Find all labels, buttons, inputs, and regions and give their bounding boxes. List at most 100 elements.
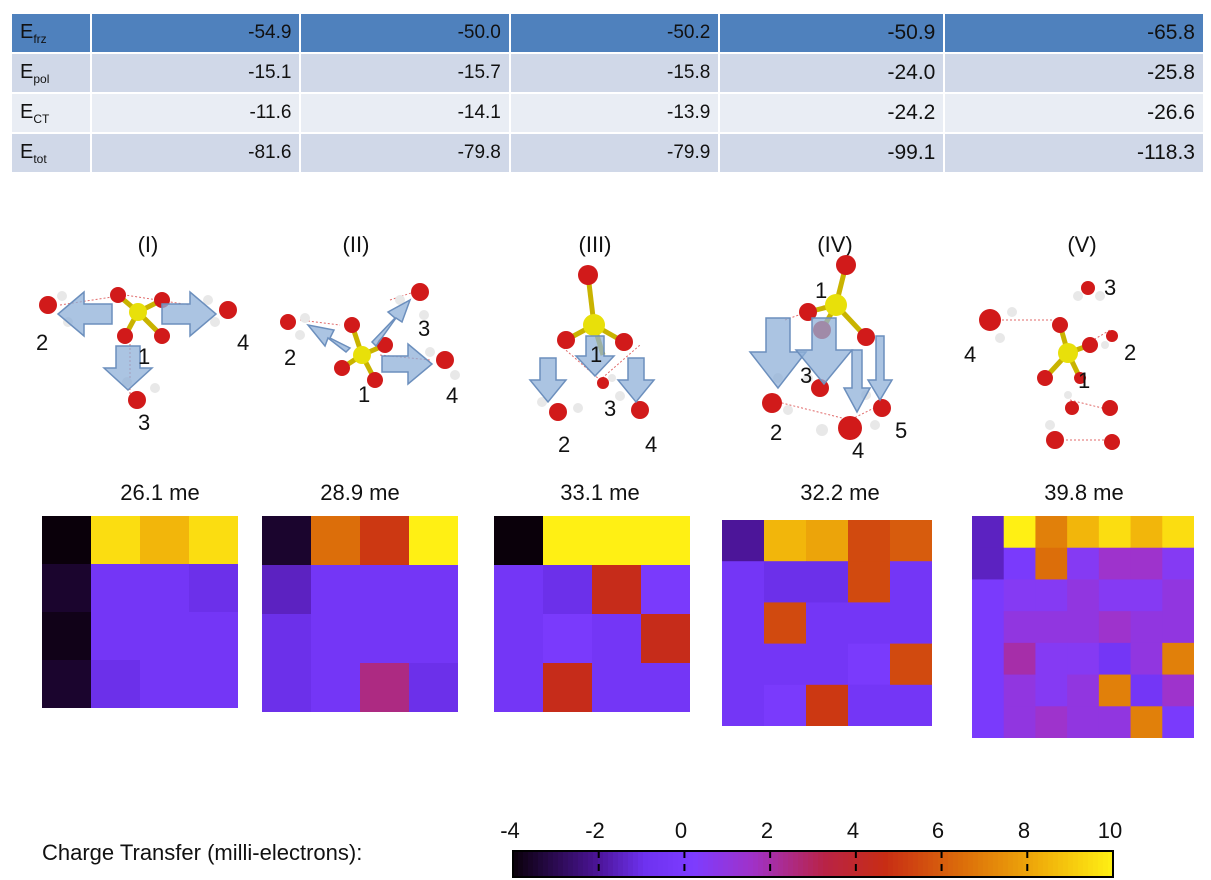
- heatmap-cell: [189, 660, 238, 708]
- heatmap-cell: [1130, 642, 1163, 676]
- atom-label: 1: [138, 344, 151, 369]
- colorbar-segment: [928, 851, 934, 877]
- table-cell: -15.1: [89, 52, 302, 94]
- heatmap-cell: [1130, 547, 1163, 580]
- row-label: Epol: [10, 52, 92, 94]
- heatmap-cell: [42, 612, 92, 661]
- colorbar-segment: [973, 851, 979, 877]
- colorbar-segment: [858, 851, 864, 877]
- colorbar-segment: [608, 851, 614, 877]
- heatmap-cell: [42, 564, 92, 613]
- colorbar-segment: [738, 851, 744, 877]
- table-cell: -24.2: [718, 92, 946, 134]
- atom-label: 1: [815, 278, 828, 303]
- colorbar-segment: [678, 851, 684, 877]
- heatmap-cell: [140, 516, 190, 565]
- heatmap-cell: [1035, 579, 1068, 612]
- table-row: Etot -81.6 -79.8 -79.9 -99.1 -118.3: [10, 132, 1205, 174]
- molecule-iii: [528, 265, 656, 421]
- colorbar-title: Charge Transfer (milli-electrons):: [42, 840, 363, 865]
- heatmap-cell: [311, 565, 361, 615]
- colorbar-segment: [963, 851, 969, 877]
- colorbar-segment: [903, 851, 909, 877]
- table-cell: -79.8: [299, 132, 511, 174]
- colorbar-segment: [983, 851, 989, 877]
- colorbar-segment: [533, 851, 539, 877]
- heatmap-cell: [1162, 516, 1194, 549]
- heatmap-1: [42, 516, 238, 708]
- heatmap-cell: [1130, 611, 1163, 644]
- heatmap-cell: [806, 602, 849, 645]
- heatmap-cell: [543, 614, 593, 664]
- heatmap-cell: [311, 614, 361, 664]
- colorbar-segment: [883, 851, 889, 877]
- atom-label: 4: [237, 330, 250, 355]
- colorbar-segment: [638, 851, 644, 877]
- colorbar-segment: [653, 851, 659, 877]
- table-cell: -118.3: [943, 132, 1205, 174]
- colorbar-segment: [913, 851, 919, 877]
- heatmap-cell: [722, 520, 765, 562]
- colorbar-segment: [778, 851, 784, 877]
- colorbar-segment: [593, 851, 599, 877]
- colorbar-segment: [643, 851, 649, 877]
- heatmap-cell: [409, 663, 458, 712]
- charge-label-1: 26.1 me: [120, 480, 200, 505]
- colorbar-segment: [808, 851, 814, 877]
- heatmap-cell: [360, 663, 410, 712]
- table-cell: -15.8: [508, 52, 721, 94]
- table-cell: -14.1: [299, 92, 511, 134]
- heatmap-cell: [722, 684, 765, 726]
- colorbar-segment: [588, 851, 594, 877]
- heatmap-cell: [848, 643, 891, 686]
- colorbar-segment: [573, 851, 579, 877]
- heatmap-cell: [262, 614, 312, 664]
- colorbar-segment: [893, 851, 899, 877]
- colorbar-segment: [793, 851, 799, 877]
- colorbar-segment: [673, 851, 679, 877]
- heatmap-cell: [641, 663, 690, 712]
- heatmap-cell: [543, 565, 593, 615]
- heatmap-cell: [1098, 579, 1132, 612]
- table-cell: -11.6: [89, 92, 302, 134]
- colorbar-segment: [543, 851, 549, 877]
- colorbar-segment: [758, 851, 764, 877]
- heatmap-cell: [140, 612, 190, 661]
- table-cell: -15.7: [299, 52, 511, 94]
- charge-label-2: 28.9 me: [320, 480, 400, 505]
- heatmap-cell: [848, 684, 891, 726]
- heatmap-cell: [543, 663, 593, 712]
- atom-label: 5: [895, 418, 908, 443]
- row-label: Efrz: [10, 12, 92, 54]
- heatmap-cell: [91, 612, 141, 661]
- atom-label: 2: [1124, 340, 1137, 365]
- heatmap-cell: [1035, 706, 1068, 738]
- table-cell: -65.8: [943, 12, 1205, 54]
- colorbar-segment: [693, 851, 699, 877]
- structure-title-5: (V): [1067, 232, 1097, 257]
- heatmap-cell: [409, 516, 458, 566]
- heatmap-cell: [1098, 516, 1132, 549]
- colorbar-segment: [1103, 851, 1109, 877]
- colorbar-segment: [568, 851, 574, 877]
- heatmap-cell: [764, 561, 807, 603]
- colorbar-segment: [968, 851, 974, 877]
- table-cell: -81.6: [89, 132, 302, 174]
- colorbar-segment: [798, 851, 804, 877]
- colorbar-segment: [683, 851, 689, 877]
- colorbar-segment: [513, 851, 519, 877]
- structure-title-1: (I): [137, 232, 159, 257]
- table-cell: -79.9: [508, 132, 721, 174]
- atom-label: 3: [138, 410, 151, 435]
- colorbar-segment: [688, 851, 694, 877]
- heatmap-cell: [972, 642, 1005, 676]
- heatmap-cell: [641, 516, 690, 566]
- arrow-icon: [748, 317, 894, 414]
- heatmap-cell: [1130, 579, 1163, 612]
- heatmap-cell: [1003, 547, 1036, 580]
- colorbar-segment: [728, 851, 734, 877]
- colorbar-segment: [1073, 851, 1079, 877]
- atom-label: 2: [558, 432, 571, 457]
- colorbar-segment: [603, 851, 609, 877]
- heatmap-cell: [360, 614, 410, 664]
